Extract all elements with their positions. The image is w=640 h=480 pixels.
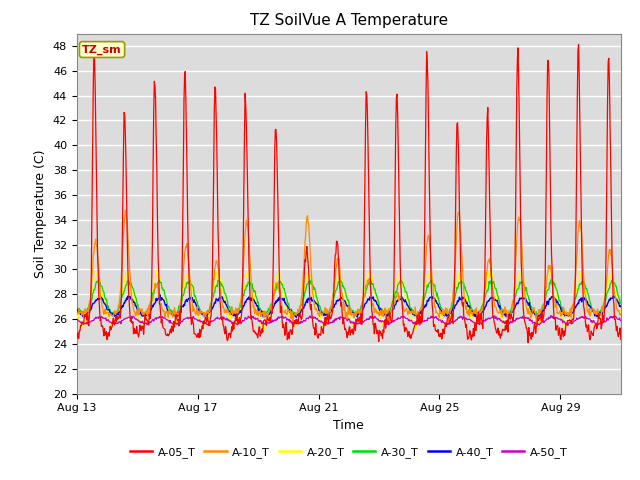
X-axis label: Time: Time: [333, 419, 364, 432]
Y-axis label: Soil Temperature (C): Soil Temperature (C): [35, 149, 47, 278]
Text: TZ_sm: TZ_sm: [82, 44, 122, 55]
Title: TZ SoilVue A Temperature: TZ SoilVue A Temperature: [250, 13, 448, 28]
Legend: A-05_T, A-10_T, A-20_T, A-30_T, A-40_T, A-50_T: A-05_T, A-10_T, A-20_T, A-30_T, A-40_T, …: [125, 443, 572, 462]
